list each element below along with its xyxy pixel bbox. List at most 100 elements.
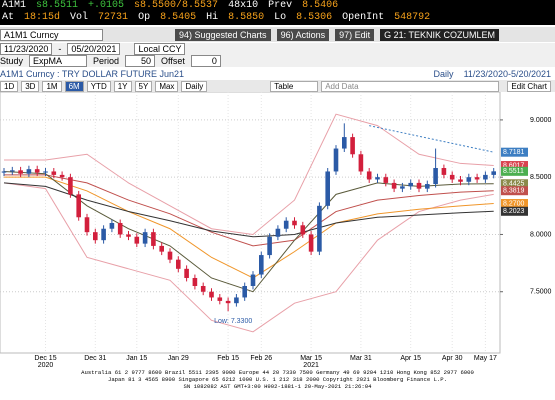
- candle-body: [300, 225, 306, 235]
- range-button[interactable]: 3D: [21, 80, 40, 92]
- offset[interactable]: 0: [190, 55, 221, 67]
- candle-body: [43, 171, 48, 173]
- candle-body: [425, 184, 430, 189]
- candle-body: [259, 255, 264, 275]
- range-button[interactable]: 1D: [0, 80, 19, 92]
- table-button[interactable]: Table: [270, 80, 319, 92]
- y-tick-label: 8.0000: [530, 231, 552, 238]
- candle-body: [126, 234, 131, 237]
- prev: 8.5406: [302, 0, 339, 11]
- candle-body: [26, 169, 32, 174]
- price-tag-label: 8.7181: [503, 149, 525, 156]
- candle-body: [1, 171, 7, 173]
- quote-fields: At 18:15d Vol 72731 Op 8.5405 Hi 8.5850 Lo 8.5306…: [0, 12, 430, 24]
- candle-body: [167, 251, 173, 260]
- period[interactable]: 50: [125, 55, 156, 67]
- study-line: [4, 113, 494, 235]
- candle-body: [93, 232, 98, 241]
- study-label: Study: [0, 56, 24, 66]
- candle-body: [159, 245, 164, 252]
- x-year-label: 2020: [38, 362, 54, 367]
- candle-body: [317, 205, 322, 252]
- field-label: Lo: [274, 12, 287, 23]
- range-button[interactable]: 1Y: [113, 80, 132, 92]
- toolbar-button[interactable]: 94) Suggested Charts: [175, 28, 271, 41]
- quote-line: A1M1 s8.5511 +.0105 s8.5500/8.5537 48x10…: [0, 0, 338, 12]
- candle-body: [151, 232, 156, 246]
- start-date[interactable]: 11/23/2020: [0, 43, 53, 55]
- price-tag-label: 8.2023: [503, 208, 525, 215]
- x-tick-label: Jan 29: [168, 355, 189, 362]
- price-tag-label: 8.2700: [503, 200, 525, 207]
- security-field[interactable]: A1M1 Curncy: [0, 28, 103, 41]
- candle-body: [416, 182, 422, 189]
- candle-body: [491, 171, 496, 175]
- candle-body: [441, 168, 447, 175]
- study-name[interactable]: ExpMA: [29, 55, 88, 67]
- bid-ask: s8.5500/8.5537: [134, 0, 219, 11]
- candle-body: [474, 177, 480, 180]
- toolbar-button[interactable]: 97) Edit: [335, 28, 375, 41]
- add-data[interactable]: Add Data: [321, 80, 500, 92]
- toolbar-button[interactable]: 96) Actions: [276, 28, 330, 41]
- x-tick-label: Dec 15: [34, 355, 56, 362]
- field-value: 8.5306: [296, 12, 333, 23]
- range-button[interactable]: 5Y: [134, 80, 153, 92]
- price-tag: [501, 166, 528, 176]
- edit-chart[interactable]: Edit Chart: [507, 80, 551, 92]
- x-tick-label: Mar 15: [300, 355, 322, 362]
- candle-body: [466, 177, 472, 182]
- candle-body: [333, 148, 339, 172]
- candle-body: [142, 232, 148, 244]
- candle-body: [325, 171, 330, 206]
- chart-title: A1M1 Curncy : TRY DOLLAR FUTURE Jun21: [0, 68, 185, 79]
- header-right: Daily 11/23/2020-5/20/2021: [434, 69, 551, 79]
- price-tag-label: 8.4425: [503, 181, 525, 188]
- field-value: 8.5405: [160, 12, 197, 23]
- field-label: Vol: [70, 12, 89, 23]
- range-button[interactable]: 6M: [64, 80, 84, 92]
- range-button[interactable]: 1M: [42, 80, 62, 92]
- footer-line: Australia 61 2 9777 8600 Brazil 5511 239…: [81, 369, 474, 376]
- candle-body: [68, 177, 73, 195]
- x-tick-label: Apr 15: [400, 355, 421, 362]
- y-tick-label: 9.0000: [530, 117, 552, 124]
- chart-tools: 1D 3D 1M 6M YTD 1Y 5Y Max Daily Table Add Data Edit…: [0, 80, 555, 92]
- candle-body: [225, 300, 231, 304]
- low-annotation: Low: 7.3300: [214, 318, 252, 325]
- price-tag: [501, 199, 528, 209]
- offset-label: Offset: [161, 56, 185, 66]
- candle-body: [250, 274, 256, 286]
- candle-body: [449, 174, 455, 180]
- size: 48x10: [228, 0, 259, 11]
- frequency: Daily: [433, 68, 454, 79]
- page-title: G 21: TEKNIK COZUMLEM: [380, 28, 499, 41]
- candle-body: [391, 182, 397, 189]
- currency[interactable]: Local CCY: [134, 43, 186, 55]
- range-bar: 11/23/2020 - 05/20/2021 Local CCY: [0, 43, 555, 55]
- candle-body: [350, 137, 355, 155]
- range-button[interactable]: Max: [155, 80, 179, 92]
- price-tag: [501, 179, 528, 189]
- candle-body: [59, 174, 65, 178]
- end-date[interactable]: 05/20/2021: [67, 43, 121, 55]
- frequency-select[interactable]: Daily: [181, 80, 208, 92]
- candle-body: [51, 171, 57, 175]
- candle-body: [275, 228, 281, 237]
- chart-header: A1M1 Curncy : TRY DOLLAR FUTURE Jun21 Da…: [0, 68, 555, 79]
- price-tag: [501, 147, 528, 157]
- price-tag-label: 8.6017: [503, 162, 525, 169]
- field-value: 72731: [98, 12, 129, 23]
- candle-body: [34, 169, 40, 173]
- x-tick-label: Feb 15: [217, 355, 239, 362]
- study-line: [4, 174, 494, 247]
- candle-body: [76, 194, 81, 218]
- candle-body: [234, 297, 239, 304]
- candle-body: [283, 220, 289, 229]
- candle-body: [483, 174, 488, 180]
- y-tick-label: 8.5000: [530, 174, 552, 181]
- range-button[interactable]: YTD: [86, 80, 111, 92]
- toolbar: A1M1 Curncy 94) Suggested Charts 96) Act…: [0, 27, 555, 42]
- x-tick-label: May 17: [474, 355, 497, 362]
